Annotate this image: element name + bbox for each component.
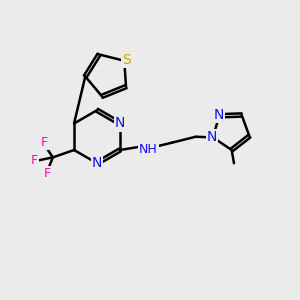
Text: N: N [214, 108, 224, 122]
Text: N: N [115, 116, 125, 130]
Text: F: F [44, 167, 51, 180]
Text: N: N [207, 130, 217, 144]
Text: S: S [122, 52, 131, 67]
Text: F: F [41, 136, 48, 148]
Text: F: F [31, 154, 38, 167]
Text: N: N [92, 156, 102, 170]
Text: NH: NH [139, 142, 158, 156]
